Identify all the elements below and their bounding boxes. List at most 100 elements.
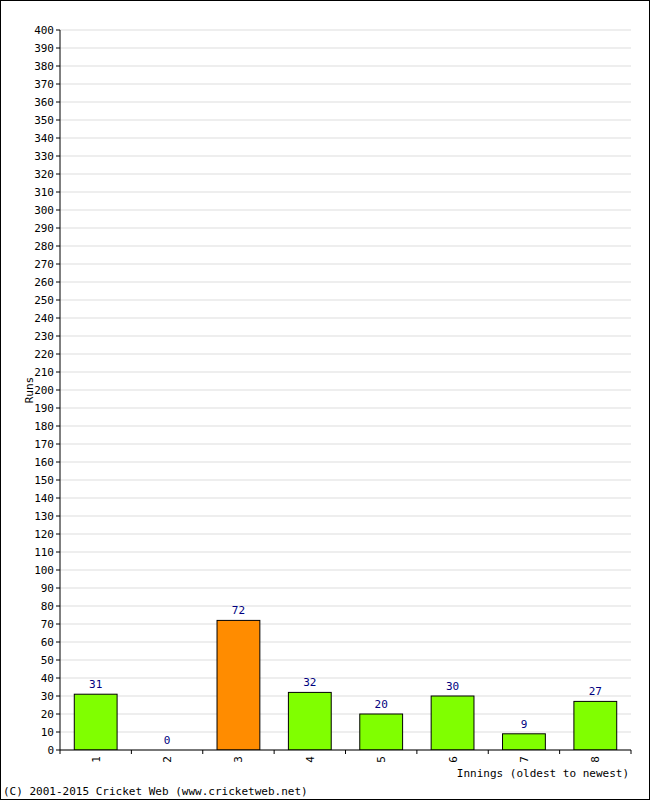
bar bbox=[217, 620, 260, 750]
y-tick bbox=[56, 678, 60, 679]
x-axis-label: Innings (oldest to newest) bbox=[457, 767, 629, 780]
y-tick-label: 370 bbox=[34, 78, 54, 91]
grid-line bbox=[60, 606, 631, 607]
x-tick-label: 6 bbox=[447, 756, 460, 763]
bar bbox=[431, 696, 474, 750]
y-tick bbox=[56, 48, 60, 49]
y-tick-label: 150 bbox=[34, 474, 54, 487]
data-label: 0 bbox=[164, 734, 171, 747]
grid-line bbox=[60, 498, 631, 499]
grid-line bbox=[60, 732, 631, 733]
y-tick-label: 220 bbox=[34, 348, 54, 361]
y-tick-label: 270 bbox=[34, 258, 54, 271]
y-tick bbox=[56, 480, 60, 481]
grid-line bbox=[60, 120, 631, 121]
y-tick-label: 200 bbox=[34, 384, 54, 397]
y-tick-label: 290 bbox=[34, 222, 54, 235]
bar bbox=[360, 714, 403, 750]
y-tick-label: 260 bbox=[34, 276, 54, 289]
grid-line bbox=[60, 588, 631, 589]
y-tick bbox=[56, 138, 60, 139]
bar bbox=[74, 694, 117, 750]
grid-line bbox=[60, 390, 631, 391]
x-tick bbox=[274, 750, 275, 754]
y-tick bbox=[56, 336, 60, 337]
x-tick-label: 8 bbox=[589, 756, 602, 763]
y-tick-label: 140 bbox=[34, 492, 54, 505]
y-tick-label: 130 bbox=[34, 510, 54, 523]
y-tick-label: 240 bbox=[34, 312, 54, 325]
grid-line bbox=[60, 516, 631, 517]
y-tick bbox=[56, 174, 60, 175]
y-tick-label: 120 bbox=[34, 528, 54, 541]
y-tick-label: 10 bbox=[41, 726, 54, 739]
y-tick bbox=[56, 66, 60, 67]
grid-line bbox=[60, 336, 631, 337]
bars bbox=[74, 620, 616, 750]
y-tick bbox=[56, 498, 60, 499]
data-label: 32 bbox=[303, 676, 316, 689]
y-tick bbox=[56, 426, 60, 427]
grid-line bbox=[60, 66, 631, 67]
x-tick bbox=[559, 750, 560, 754]
y-tick bbox=[56, 264, 60, 265]
y-tick bbox=[56, 354, 60, 355]
y-tick bbox=[56, 732, 60, 733]
y-tick-label: 230 bbox=[34, 330, 54, 343]
y-tick bbox=[56, 408, 60, 409]
y-axis bbox=[60, 30, 61, 750]
y-tick-label: 280 bbox=[34, 240, 54, 253]
y-tick-label: 70 bbox=[41, 618, 54, 631]
grid-line bbox=[60, 354, 631, 355]
grid-line bbox=[60, 282, 631, 283]
y-tick-label: 180 bbox=[34, 420, 54, 433]
y-tick bbox=[56, 462, 60, 463]
y-tick bbox=[56, 30, 60, 31]
grid-line bbox=[60, 210, 631, 211]
y-tick-label: 390 bbox=[34, 42, 54, 55]
grid-line bbox=[60, 408, 631, 409]
y-tick-label: 0 bbox=[47, 744, 54, 757]
y-tick bbox=[56, 696, 60, 697]
grid-line bbox=[60, 642, 631, 643]
y-tick bbox=[56, 228, 60, 229]
grid-line bbox=[60, 714, 631, 715]
y-tick-label: 30 bbox=[41, 690, 54, 703]
grid-line bbox=[60, 660, 631, 661]
y-tick-label: 250 bbox=[34, 294, 54, 307]
grid-line bbox=[60, 696, 631, 697]
bar bbox=[503, 734, 546, 750]
x-tick bbox=[345, 750, 346, 754]
y-tick bbox=[56, 192, 60, 193]
y-tick bbox=[56, 210, 60, 211]
y-tick bbox=[56, 714, 60, 715]
grid-line bbox=[60, 228, 631, 229]
data-label: 30 bbox=[446, 680, 459, 693]
y-tick bbox=[56, 516, 60, 517]
grid-line bbox=[60, 174, 631, 175]
y-tick-label: 400 bbox=[34, 24, 54, 37]
data-label: 31 bbox=[89, 678, 102, 691]
y-tick-label: 380 bbox=[34, 60, 54, 73]
y-tick-label: 100 bbox=[34, 564, 54, 577]
y-tick bbox=[56, 444, 60, 445]
bar bbox=[288, 692, 331, 750]
grid-line bbox=[60, 444, 631, 445]
y-tick bbox=[56, 120, 60, 121]
y-tick bbox=[56, 660, 60, 661]
grid-line bbox=[60, 156, 631, 157]
y-tick-label: 340 bbox=[34, 132, 54, 145]
y-tick bbox=[56, 246, 60, 247]
y-tick bbox=[56, 534, 60, 535]
y-tick-label: 110 bbox=[34, 546, 54, 559]
x-tick bbox=[416, 750, 417, 754]
y-tick-label: 40 bbox=[41, 672, 54, 685]
data-label: 72 bbox=[232, 604, 245, 617]
y-tick bbox=[56, 300, 60, 301]
y-tick-label: 310 bbox=[34, 186, 54, 199]
grid-line bbox=[60, 264, 631, 265]
y-tick-label: 160 bbox=[34, 456, 54, 469]
y-tick bbox=[56, 282, 60, 283]
y-tick-label: 300 bbox=[34, 204, 54, 217]
y-tick bbox=[56, 84, 60, 85]
